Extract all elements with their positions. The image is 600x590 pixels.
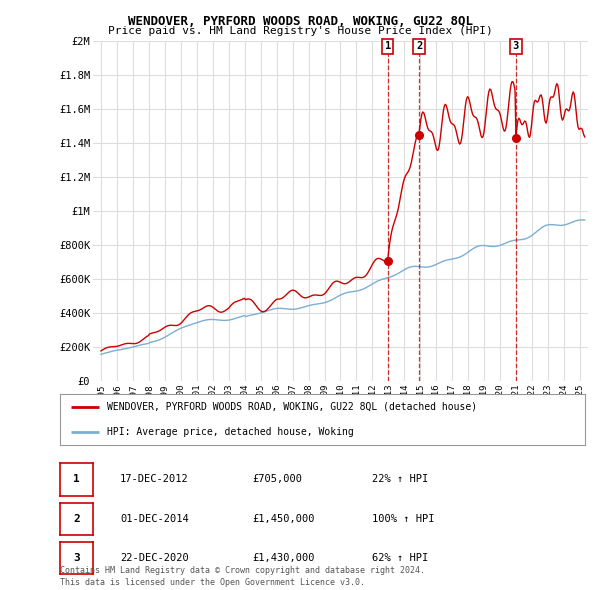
- Text: 22-DEC-2020: 22-DEC-2020: [120, 553, 189, 563]
- Text: 62% ↑ HPI: 62% ↑ HPI: [372, 553, 428, 563]
- Text: 3: 3: [513, 41, 519, 51]
- Text: 2: 2: [73, 514, 80, 524]
- Text: 17-DEC-2012: 17-DEC-2012: [120, 474, 189, 484]
- Text: 100% ↑ HPI: 100% ↑ HPI: [372, 514, 434, 524]
- Text: £1,450,000: £1,450,000: [252, 514, 314, 524]
- Text: HPI: Average price, detached house, Woking: HPI: Average price, detached house, Woki…: [107, 428, 354, 437]
- Text: This data is licensed under the Open Government Licence v3.0.: This data is licensed under the Open Gov…: [60, 578, 365, 587]
- Text: WENDOVER, PYRFORD WOODS ROAD, WOKING, GU22 8QL (detached house): WENDOVER, PYRFORD WOODS ROAD, WOKING, GU…: [107, 402, 478, 411]
- Text: 3: 3: [73, 553, 80, 563]
- Text: £1,430,000: £1,430,000: [252, 553, 314, 563]
- Text: £705,000: £705,000: [252, 474, 302, 484]
- Text: 22% ↑ HPI: 22% ↑ HPI: [372, 474, 428, 484]
- Text: 01-DEC-2014: 01-DEC-2014: [120, 514, 189, 524]
- Text: Price paid vs. HM Land Registry's House Price Index (HPI): Price paid vs. HM Land Registry's House …: [107, 26, 493, 36]
- Text: WENDOVER, PYRFORD WOODS ROAD, WOKING, GU22 8QL: WENDOVER, PYRFORD WOODS ROAD, WOKING, GU…: [128, 15, 473, 28]
- Text: Contains HM Land Registry data © Crown copyright and database right 2024.: Contains HM Land Registry data © Crown c…: [60, 566, 425, 575]
- Text: 1: 1: [73, 474, 80, 484]
- Text: 1: 1: [385, 41, 391, 51]
- Text: 2: 2: [416, 41, 422, 51]
